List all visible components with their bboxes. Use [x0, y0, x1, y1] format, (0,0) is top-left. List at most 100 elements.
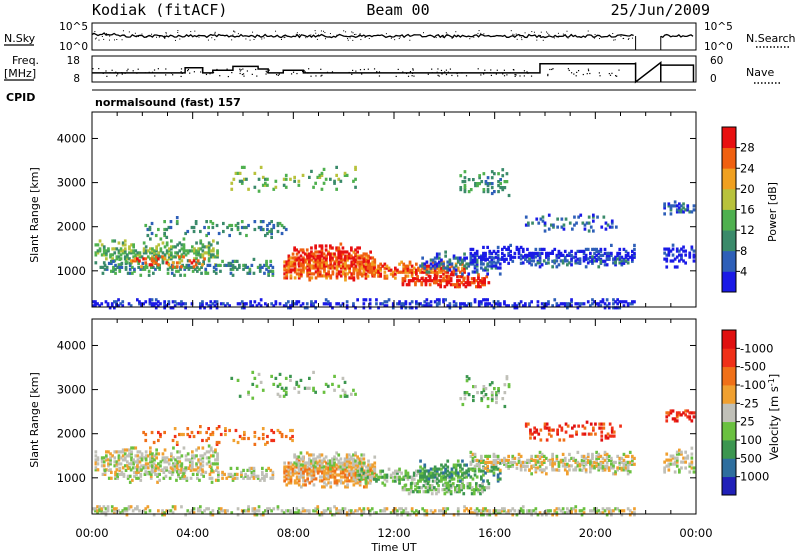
- range-gate-cell: [398, 479, 401, 483]
- range-gate-cell: [267, 466, 270, 470]
- range-gate-cell: [318, 465, 322, 469]
- range-gate-cell: [682, 249, 685, 253]
- range-gate-cell: [302, 256, 305, 260]
- range-gate-cell: [119, 462, 123, 466]
- range-gate-cell: [492, 509, 496, 513]
- range-gate-cell: [367, 260, 370, 264]
- range-gate-cell: [265, 259, 268, 263]
- range-gate-cell: [560, 428, 564, 432]
- range-gate-cell: [140, 452, 144, 456]
- range-gate-cell: [607, 454, 611, 458]
- range-gate-cell: [582, 259, 586, 263]
- range-gate-cell: [318, 258, 322, 262]
- nave-point: [200, 71, 202, 73]
- range-gate-cell: [350, 392, 353, 396]
- range-gate-cell: [157, 452, 161, 456]
- range-gate-cell: [297, 475, 301, 479]
- nsearch-point: [566, 30, 568, 32]
- range-gate-cell: [252, 468, 256, 472]
- range-gate-cell: [692, 255, 696, 259]
- range-gate-cell: [293, 264, 297, 268]
- nave-point: [268, 69, 270, 71]
- range-gate-cell: [480, 302, 483, 306]
- nave-point: [296, 72, 298, 75]
- range-gate-cell: [339, 509, 343, 513]
- range-gate-cell: [435, 473, 439, 477]
- range-gate-cell: [563, 304, 567, 308]
- range-gate-cell: [348, 473, 351, 477]
- range-gate-cell: [335, 260, 339, 264]
- range-gate-cell: [373, 268, 376, 272]
- range-gate-cell: [352, 304, 355, 308]
- range-gate-cell: [266, 304, 269, 308]
- nsearch-point: [515, 33, 517, 35]
- range-gate-cell: [667, 204, 671, 208]
- range-gate-cell: [605, 466, 609, 470]
- range-gate-cell: [107, 476, 111, 480]
- range-gate-cell: [563, 302, 567, 306]
- range-gate-cell: [146, 472, 150, 476]
- range-gate-cell: [365, 254, 368, 258]
- range-gate-cell: [144, 456, 148, 460]
- range-gate-cell: [170, 251, 173, 255]
- range-gate-cell: [545, 422, 549, 426]
- range-gate-cell: [446, 270, 450, 274]
- range-gate-cell: [253, 227, 257, 232]
- range-gate-cell: [605, 263, 609, 267]
- range-gate-cell: [289, 260, 293, 264]
- range-gate-cell: [209, 243, 213, 247]
- range-gate-cell: [151, 255, 154, 259]
- range-gate-cell: [375, 511, 378, 515]
- range-gate-cell: [287, 473, 291, 477]
- range-gate-cell: [293, 479, 297, 483]
- range-gate-cell: [148, 509, 152, 513]
- range-gate-cell: [545, 302, 548, 306]
- range-gate-cell: [628, 470, 632, 474]
- range-gate-cell: [114, 474, 117, 478]
- range-gate-cell: [183, 273, 187, 277]
- range-gate-cell: [492, 452, 496, 456]
- range-gate-cell: [295, 256, 299, 260]
- range-gate-cell: [329, 260, 333, 264]
- range-gate-cell: [624, 300, 628, 304]
- range-gate-cell: [306, 274, 309, 278]
- range-gate-cell: [297, 511, 301, 515]
- range-gate-cell: [259, 380, 263, 384]
- range-gate-cell: [591, 261, 594, 265]
- range-gate-cell: [113, 450, 117, 454]
- range-gate-cell: [438, 270, 441, 274]
- range-gate-cell: [306, 256, 309, 260]
- range-gate-cell: [669, 208, 673, 212]
- range-gate-cell: [461, 180, 465, 184]
- range-gate-cell: [582, 466, 586, 470]
- range-gate-cell: [99, 265, 103, 269]
- range-gate-cell: [345, 459, 349, 463]
- nave-point: [321, 74, 323, 76]
- range-gate-cell: [492, 260, 496, 264]
- range-gate-cell: [480, 509, 483, 513]
- beam-title: Beam 00: [366, 1, 429, 19]
- range-gate-cell: [350, 254, 353, 258]
- range-gate-cell: [408, 306, 412, 310]
- nave-point: [117, 73, 119, 75]
- range-gate-cell: [211, 225, 215, 230]
- range-gate-cell: [187, 466, 191, 470]
- range-gate-cell: [320, 248, 324, 252]
- range-gate-cell: [484, 454, 487, 458]
- range-gate-cell: [209, 454, 213, 458]
- range-gate-cell: [446, 473, 450, 477]
- range-gate-cell: [129, 462, 133, 466]
- range-gate-cell: [255, 304, 259, 308]
- range-gate-cell: [631, 460, 634, 464]
- range-gate-cell: [100, 243, 104, 247]
- range-gate-cell: [448, 479, 452, 483]
- range-gate-cell: [690, 245, 694, 249]
- range-gate-cell: [174, 466, 177, 470]
- range-gate-cell: [268, 221, 271, 226]
- range-gate-cell: [299, 254, 303, 258]
- range-gate-cell: [152, 271, 155, 275]
- range-gate-cell: [426, 488, 430, 492]
- range-gate-cell: [521, 255, 525, 259]
- range-gate-cell: [488, 469, 492, 473]
- range-gate-cell: [474, 385, 477, 389]
